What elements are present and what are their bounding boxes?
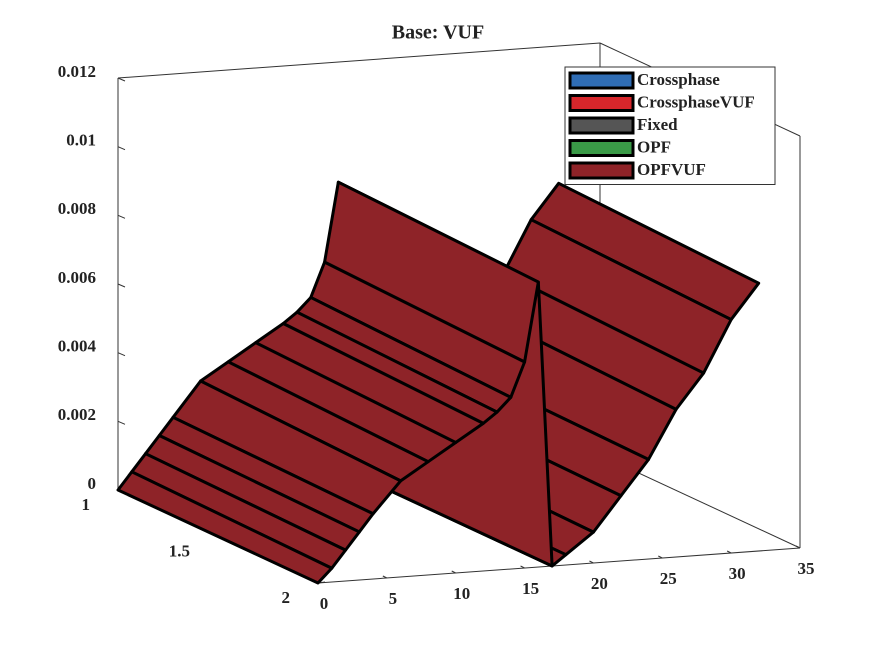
x-tick-label: 30 xyxy=(729,564,746,583)
x-axis xyxy=(317,547,801,584)
box-edge xyxy=(117,42,601,79)
z-tick xyxy=(117,214,126,219)
z-tick xyxy=(117,77,126,82)
surface-patch xyxy=(116,470,334,585)
legend-swatch xyxy=(568,161,635,180)
z-tick-label: 0.006 xyxy=(58,268,96,287)
z-tick-label: 0.004 xyxy=(58,337,97,356)
x-tick-label: 10 xyxy=(453,584,470,603)
x-tick xyxy=(382,575,388,579)
legend-swatch xyxy=(568,116,635,135)
legend-swatch xyxy=(568,71,635,90)
z-tick xyxy=(117,352,126,357)
z-tick-label: 0.01 xyxy=(66,131,96,150)
legend-label: CrossphaseVUF xyxy=(637,92,755,111)
y-tick-label: 1.5 xyxy=(169,541,190,560)
legend-label: OPFVUF xyxy=(637,160,706,179)
z-tick xyxy=(117,146,126,151)
y-tick-label: 2 xyxy=(282,588,291,607)
chart-title: Base: VUF xyxy=(392,22,484,44)
legend-swatch xyxy=(568,139,635,157)
legend-swatch xyxy=(568,94,635,112)
x-tick-label: 25 xyxy=(660,569,677,588)
x-tick-label: 0 xyxy=(320,594,329,613)
y-tick-label: 1 xyxy=(82,495,91,514)
legend-label: OPF xyxy=(637,137,671,156)
z-tick-label: 0.002 xyxy=(58,405,96,424)
x-tick-label: 20 xyxy=(591,574,608,593)
z-tick-label: 0.012 xyxy=(58,62,96,81)
x-tick xyxy=(726,550,732,554)
z-tick xyxy=(117,420,126,425)
z-tick-label: 0.008 xyxy=(58,199,96,218)
x-tick xyxy=(795,545,801,549)
z-tick xyxy=(117,283,126,288)
legend-label: Crossphase xyxy=(637,70,720,89)
legend-label: Fixed xyxy=(637,115,678,134)
x-tick xyxy=(589,560,594,564)
z-tick-label: 0 xyxy=(88,474,97,493)
x-tick-label: 5 xyxy=(389,589,398,608)
legend: Crossphase CrossphaseVUF Fixed OPF OPFVUF xyxy=(564,66,776,185)
x-tick xyxy=(658,555,663,559)
x-tick xyxy=(451,570,456,574)
x-tick-label: 35 xyxy=(798,559,815,578)
x-tick-label: 15 xyxy=(522,579,539,598)
x-tick xyxy=(520,565,525,569)
